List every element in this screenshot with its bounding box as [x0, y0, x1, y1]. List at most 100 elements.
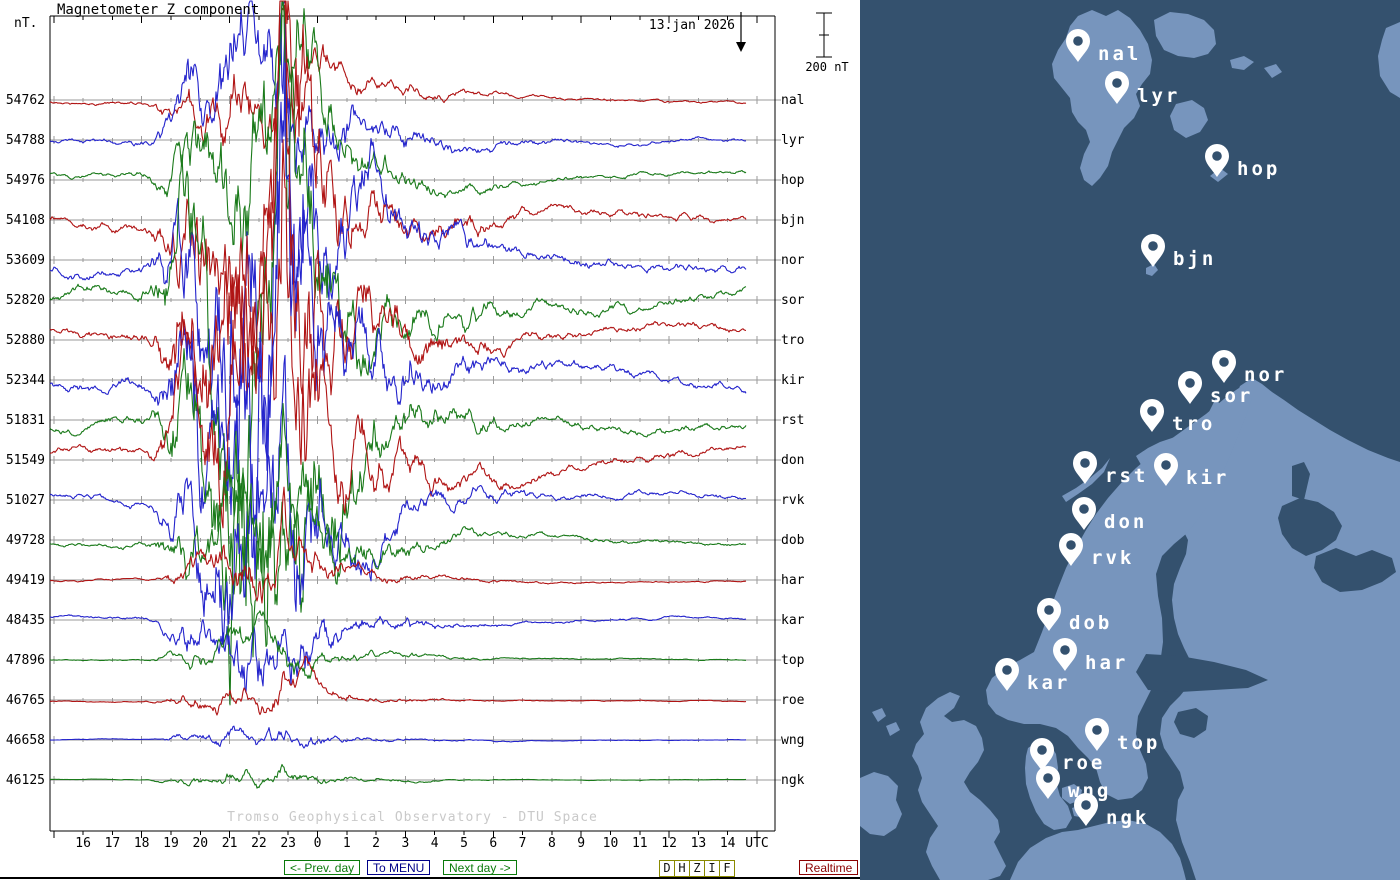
- x-tick-label: 1: [343, 836, 351, 851]
- station-label: rst: [781, 413, 804, 428]
- x-tick-label: 4: [431, 836, 439, 851]
- station-pin-nor[interactable]: nor: [1212, 350, 1287, 386]
- map-inland-seas: [1136, 462, 1396, 738]
- scale-bar-label: 200 nT: [805, 60, 849, 74]
- station-label: nor: [781, 253, 805, 268]
- x-tick-label: 16: [75, 836, 91, 851]
- station-pin-sor[interactable]: sor: [1178, 371, 1253, 407]
- y-tick-label: 52880: [6, 333, 45, 348]
- station-label: don: [781, 453, 804, 468]
- station-pin-label: rvk: [1091, 547, 1134, 569]
- station-pin-hop[interactable]: hop: [1205, 144, 1280, 180]
- station-pin-bjn[interactable]: bjn: [1141, 234, 1216, 270]
- axis-labels: 16 17 18 19 20 21 22 23 0 1 2 3 4 5 6 7 8 9 10 11 12 13 14 UTC5…: [6, 93, 805, 851]
- station-label: bjn: [781, 213, 804, 228]
- y-tick-label: 46658: [6, 733, 45, 748]
- trace-roe: [49, 655, 747, 716]
- y-tick-label: 49728: [6, 533, 45, 548]
- y-tick-label: 51027: [6, 493, 45, 508]
- magnetogram-traces: [49, 0, 747, 789]
- station-pin-label: hop: [1237, 158, 1280, 180]
- station-label: roe: [781, 693, 805, 708]
- station-pin-har[interactable]: har: [1053, 638, 1128, 674]
- trace-wng: [50, 725, 747, 749]
- realtime-cursor-arrow-icon: [736, 12, 746, 52]
- x-tick-label: 17: [105, 836, 121, 851]
- trace-baselines: [50, 96, 781, 784]
- next-day-button[interactable]: Next day ->: [443, 860, 517, 875]
- x-tick-label: 2: [372, 836, 380, 851]
- station-label: top: [781, 653, 805, 668]
- x-tick-label: 19: [163, 836, 179, 851]
- station-pin-label: bjn: [1173, 248, 1216, 270]
- y-tick-label: 54108: [6, 213, 45, 228]
- station-pin-label: rst: [1105, 465, 1148, 487]
- component-button-h[interactable]: H: [675, 861, 690, 876]
- trace-dob: [49, 402, 747, 590]
- trace-tro: [49, 139, 747, 465]
- x-tick-label: 3: [401, 836, 409, 851]
- x-tick-label: 10: [603, 836, 619, 851]
- date-label: 13.jan 2026: [648, 18, 735, 33]
- y-tick-label: 46125: [6, 773, 45, 788]
- station-pin-ngk[interactable]: ngk: [1074, 793, 1149, 829]
- station-pin-dob[interactable]: dob: [1037, 598, 1112, 634]
- station-pin-lyr[interactable]: lyr: [1105, 71, 1180, 107]
- station-label: tro: [781, 333, 804, 348]
- trace-don: [49, 0, 747, 529]
- x-tick-label: 21: [222, 836, 238, 851]
- station-pin-tro[interactable]: tro: [1140, 399, 1215, 435]
- component-button-i[interactable]: I: [705, 861, 720, 876]
- station-pin-rvk[interactable]: rvk: [1059, 533, 1134, 569]
- x-axis-unit-label: UTC: [745, 836, 768, 851]
- station-pin-label: kar: [1027, 672, 1070, 694]
- station-pin-roe[interactable]: roe: [1030, 738, 1105, 774]
- x-tick-label: 18: [134, 836, 150, 851]
- x-tick-label: 11: [632, 836, 648, 851]
- magnetogram-stackplot: 16 17 18 19 20 21 22 23 0 1 2 3 4 5 6 7 8 9 10 11 12 13 14 UTC5…: [6, 0, 832, 851]
- y-tick-label: 46765: [6, 693, 45, 708]
- component-button-z[interactable]: Z: [690, 861, 705, 876]
- station-label: hop: [781, 173, 805, 188]
- station-label: dob: [781, 533, 805, 548]
- y-tick-label: 54976: [6, 173, 45, 188]
- station-label: kir: [781, 373, 805, 388]
- y-tick-label: 54788: [6, 133, 45, 148]
- trace-nor: [49, 12, 747, 471]
- to-menu-button[interactable]: To MENU: [367, 860, 431, 875]
- realtime-button[interactable]: Realtime: [799, 860, 859, 875]
- y-tick-label: 47896: [6, 653, 45, 668]
- trace-top: [49, 610, 746, 679]
- x-tick-label: 9: [577, 836, 585, 851]
- x-tick-label: 5: [460, 836, 468, 851]
- station-pin-label: har: [1085, 652, 1128, 674]
- observatory-credit: Tromso Geophysical Observatory - DTU Spa…: [227, 810, 598, 825]
- station-pin-label: nor: [1244, 364, 1287, 386]
- station-pin-nal[interactable]: nal: [1066, 29, 1141, 65]
- station-label: nal: [781, 93, 804, 108]
- component-button-d[interactable]: D: [660, 861, 675, 876]
- y-tick-label: 52344: [6, 373, 45, 388]
- x-tick-label: 23: [280, 836, 296, 851]
- y-tick-label: 48435: [6, 613, 45, 628]
- y-tick-label: 51549: [6, 453, 45, 468]
- trace-nal: [49, 4, 747, 149]
- station-pin-kar[interactable]: kar: [995, 658, 1070, 694]
- y-tick-label: 54762: [6, 93, 45, 108]
- station-pin-rst[interactable]: rst: [1073, 451, 1148, 487]
- station-pin-top[interactable]: top: [1085, 718, 1160, 754]
- station-pin-don[interactable]: don: [1072, 497, 1147, 533]
- y-tick-label: 53609: [6, 253, 45, 268]
- trace-ngk: [49, 763, 747, 789]
- y-tick-label: 49419: [6, 573, 45, 588]
- x-tick-label: 7: [519, 836, 527, 851]
- station-label: sor: [781, 293, 805, 308]
- prev-day-button[interactable]: <- Prev. day: [284, 860, 361, 875]
- trace-lyr: [49, 0, 747, 175]
- page-title: Magnetometer Z component: [57, 2, 260, 18]
- station-pin-kir[interactable]: kir: [1154, 453, 1229, 489]
- station-pin-label: tro: [1172, 413, 1215, 435]
- component-button-f[interactable]: F: [723, 861, 731, 875]
